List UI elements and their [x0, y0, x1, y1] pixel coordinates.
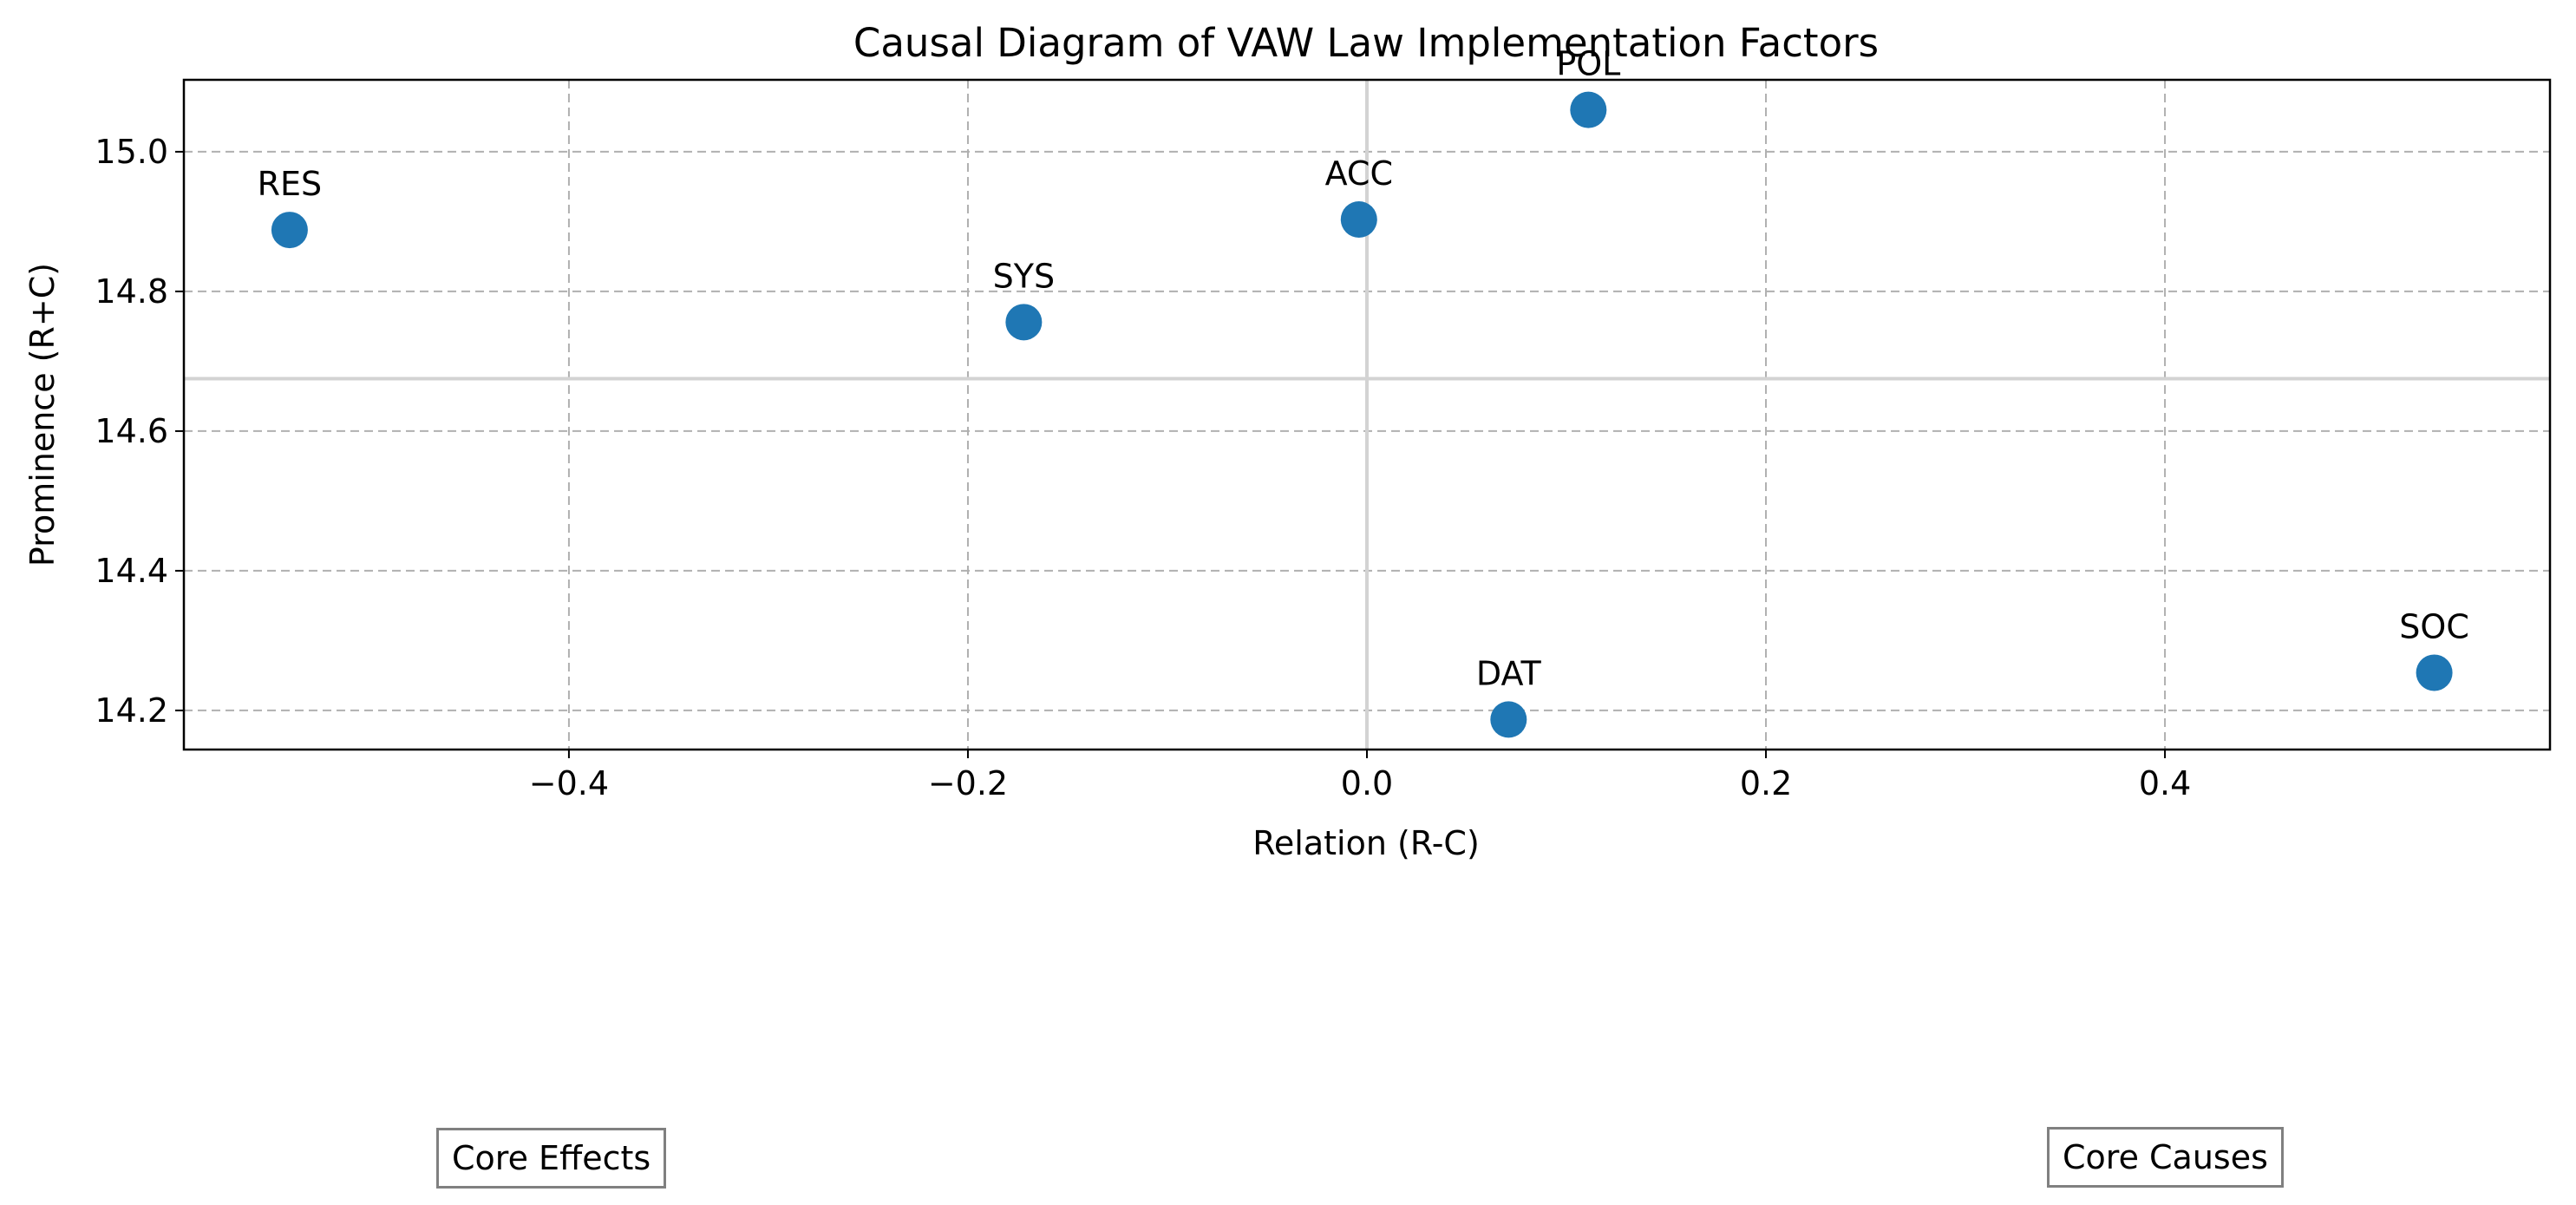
x-tick-label: 0.4: [2139, 764, 2191, 802]
y-tick-label: 15.0: [95, 133, 168, 171]
reference-lines: [184, 80, 2550, 750]
point-label-acc: ACC: [1325, 154, 1393, 193]
y-tick-label: 14.6: [95, 412, 168, 450]
data-point-pol: [1570, 91, 1607, 128]
x-tick-label: 0.0: [1341, 764, 1393, 802]
core-causes-label: Core Causes: [2047, 1127, 2284, 1188]
chart-title: Causal Diagram of VAW Law Implementation…: [853, 20, 1879, 66]
data-point-res: [271, 212, 308, 249]
y-tick-label: 14.4: [95, 552, 168, 590]
x-axis-label: Relation (R-C): [1252, 824, 1480, 862]
data-point-acc: [1340, 201, 1377, 239]
data-point-sys: [1005, 304, 1043, 341]
x-axis-ticks: −0.4 −0.2 0.0 0.2 0.4: [529, 750, 2191, 802]
x-tick-label: −0.4: [529, 764, 609, 802]
y-tick-label: 14.8: [95, 272, 168, 311]
plot-area-frame: [182, 78, 2552, 751]
y-axis-ticks: 14.2 14.4 14.6 14.8 15.0: [95, 133, 184, 730]
point-label-res: RES: [258, 165, 323, 203]
point-label-sys: SYS: [993, 257, 1055, 295]
point-label-pol: POL: [1556, 45, 1620, 83]
y-tick-label: 14.2: [95, 691, 168, 730]
y-axis-label: Prominence (R+C): [23, 263, 62, 566]
data-point-dat: [1490, 701, 1527, 738]
core-effects-label: Core Effects: [436, 1128, 667, 1189]
data-point-soc: [2416, 654, 2453, 691]
point-label-soc: SOC: [2399, 607, 2469, 645]
x-tick-label: −0.2: [928, 764, 1008, 802]
data-points: RES SYS ACC POL DAT SOC: [258, 45, 2469, 738]
point-label-dat: DAT: [1476, 654, 1542, 692]
x-tick-label: 0.2: [1740, 764, 1792, 802]
